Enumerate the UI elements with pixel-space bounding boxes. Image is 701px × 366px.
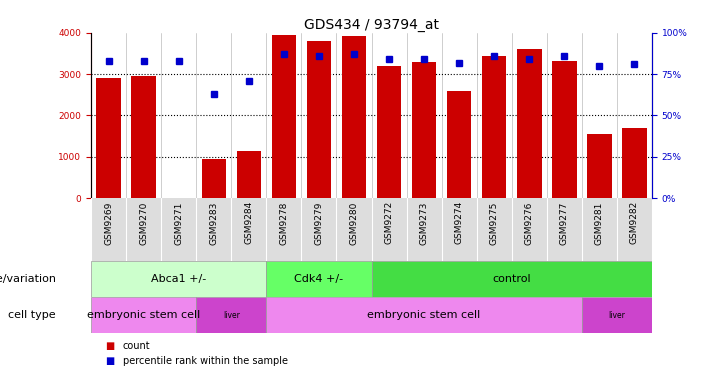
Text: cell type: cell type (8, 310, 56, 320)
Title: GDS434 / 93794_at: GDS434 / 93794_at (304, 18, 439, 32)
Bar (482, 56, 506, 198)
Text: GSM9280: GSM9280 (350, 201, 358, 244)
Bar (377, 66, 401, 198)
Text: GSM9272: GSM9272 (385, 201, 393, 244)
Text: ■: ■ (105, 355, 114, 366)
Bar (272, 35, 297, 198)
Bar (582, 297, 652, 333)
Bar (196, 297, 266, 333)
Bar (372, 261, 652, 297)
Bar (587, 134, 611, 198)
Text: GSM9279: GSM9279 (315, 201, 323, 244)
Text: Cdk4 +/-: Cdk4 +/- (294, 274, 343, 284)
Text: GSM9271: GSM9271 (175, 201, 183, 244)
Text: GSM9269: GSM9269 (104, 201, 113, 244)
Bar (307, 41, 332, 198)
Bar (97, 78, 121, 198)
Text: GSM9278: GSM9278 (280, 201, 288, 244)
Bar (266, 261, 372, 297)
Bar (202, 159, 226, 198)
Text: Abca1 +/-: Abca1 +/- (151, 274, 206, 284)
Text: GSM9270: GSM9270 (139, 201, 148, 244)
Text: GSM9276: GSM9276 (525, 201, 533, 244)
Bar (132, 76, 156, 198)
Bar (517, 49, 541, 198)
Bar (341, 36, 366, 198)
Text: percentile rank within the sample: percentile rank within the sample (123, 355, 287, 366)
Bar (91, 261, 266, 297)
Text: genotype/variation: genotype/variation (0, 274, 56, 284)
Bar (552, 61, 576, 198)
Text: embryonic stem cell: embryonic stem cell (87, 310, 200, 320)
Text: GSM9283: GSM9283 (210, 201, 218, 244)
Bar (447, 91, 471, 198)
Text: GSM9284: GSM9284 (245, 201, 253, 244)
Text: ■: ■ (105, 341, 114, 351)
Text: count: count (123, 341, 150, 351)
Text: liver: liver (608, 311, 625, 320)
Bar (91, 297, 196, 333)
Text: GSM9274: GSM9274 (455, 201, 463, 244)
Bar (412, 62, 436, 198)
Bar (236, 150, 261, 198)
Text: GSM9282: GSM9282 (630, 201, 639, 244)
Text: GSM9281: GSM9281 (595, 201, 604, 244)
Bar (622, 128, 646, 198)
Text: GSM9277: GSM9277 (560, 201, 569, 244)
Bar (266, 297, 582, 333)
Text: control: control (492, 274, 531, 284)
Text: GSM9275: GSM9275 (490, 201, 498, 244)
Text: embryonic stem cell: embryonic stem cell (367, 310, 481, 320)
Text: GSM9273: GSM9273 (420, 201, 428, 244)
Text: liver: liver (223, 311, 240, 320)
